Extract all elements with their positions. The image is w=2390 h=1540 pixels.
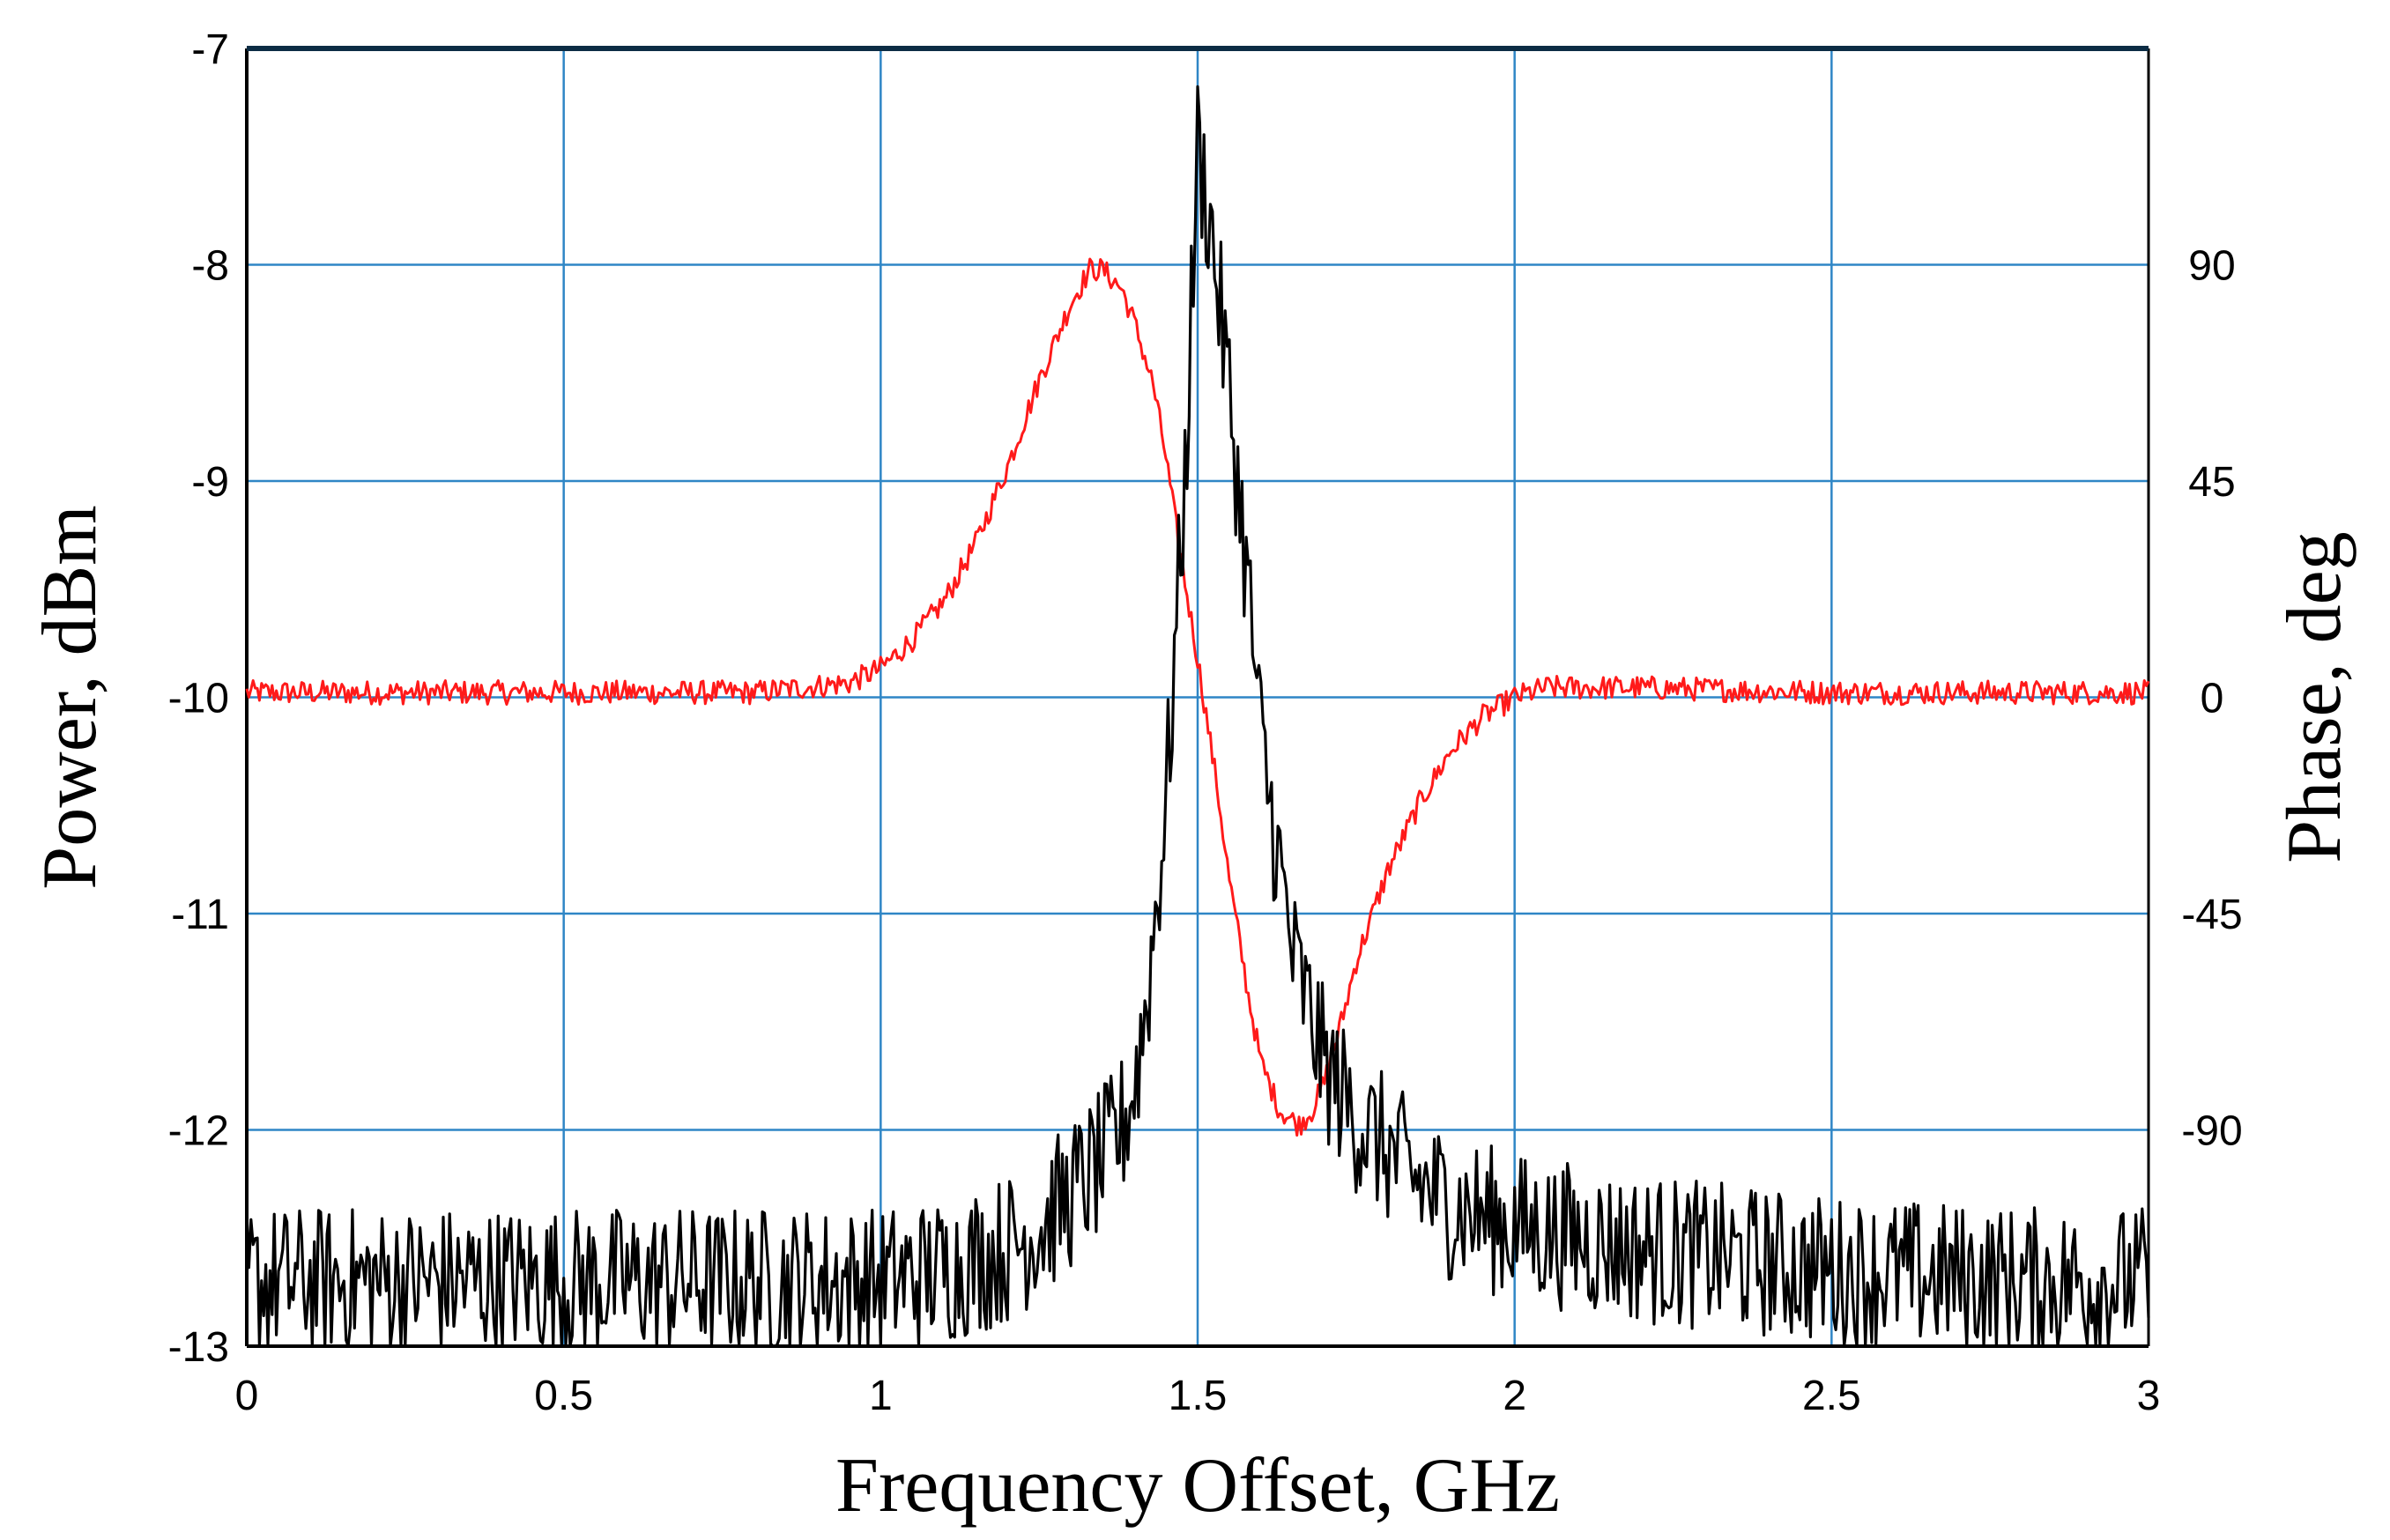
y-right-tick-label: 45	[2188, 459, 2235, 506]
y-right-tick-label: -45	[2181, 892, 2242, 938]
y-right-tick-labels: -90 -45 0 45 90	[2181, 243, 2242, 1155]
y-left-tick-label: -11	[171, 892, 229, 938]
y-left-axis-title: Power, dBm	[27, 505, 113, 889]
phase-series-line	[245, 257, 2150, 1137]
x-tick-labels: 0 0.5 1 1.5 2 2.5 3	[235, 1373, 2161, 1419]
x-tick-label: 2	[1503, 1373, 1526, 1419]
y-left-tick-label: -12	[168, 1108, 229, 1155]
x-tick-label: 1	[869, 1373, 893, 1419]
y-left-tick-label: -8	[191, 243, 229, 290]
x-tick-label: 0	[235, 1373, 259, 1419]
y-right-axis-title: Phase, deg	[2272, 531, 2357, 863]
x-axis-title: Frequency Offset, GHz	[835, 1443, 1560, 1529]
x-tick-label: 1.5	[1169, 1373, 1228, 1419]
y-left-tick-label: -9	[191, 459, 229, 506]
y-right-tick-label: -90	[2181, 1108, 2242, 1155]
y-left-tick-label: -10	[168, 676, 229, 722]
y-left-tick-labels: -13 -12 -11 -10 -9 -8 -7	[168, 26, 229, 1371]
power-series-line	[245, 85, 2150, 1348]
x-tick-label: 3	[2137, 1373, 2161, 1419]
x-tick-label: 2.5	[1802, 1373, 1861, 1419]
plot-frame	[245, 46, 2150, 1348]
x-tick-label: 0.5	[534, 1373, 593, 1419]
y-right-tick-label: 0	[2201, 676, 2224, 722]
series-layer	[245, 85, 2150, 1348]
y-left-tick-label: -7	[191, 26, 229, 73]
y-right-tick-label: 90	[2188, 243, 2235, 290]
y-left-tick-label: -13	[168, 1324, 229, 1371]
